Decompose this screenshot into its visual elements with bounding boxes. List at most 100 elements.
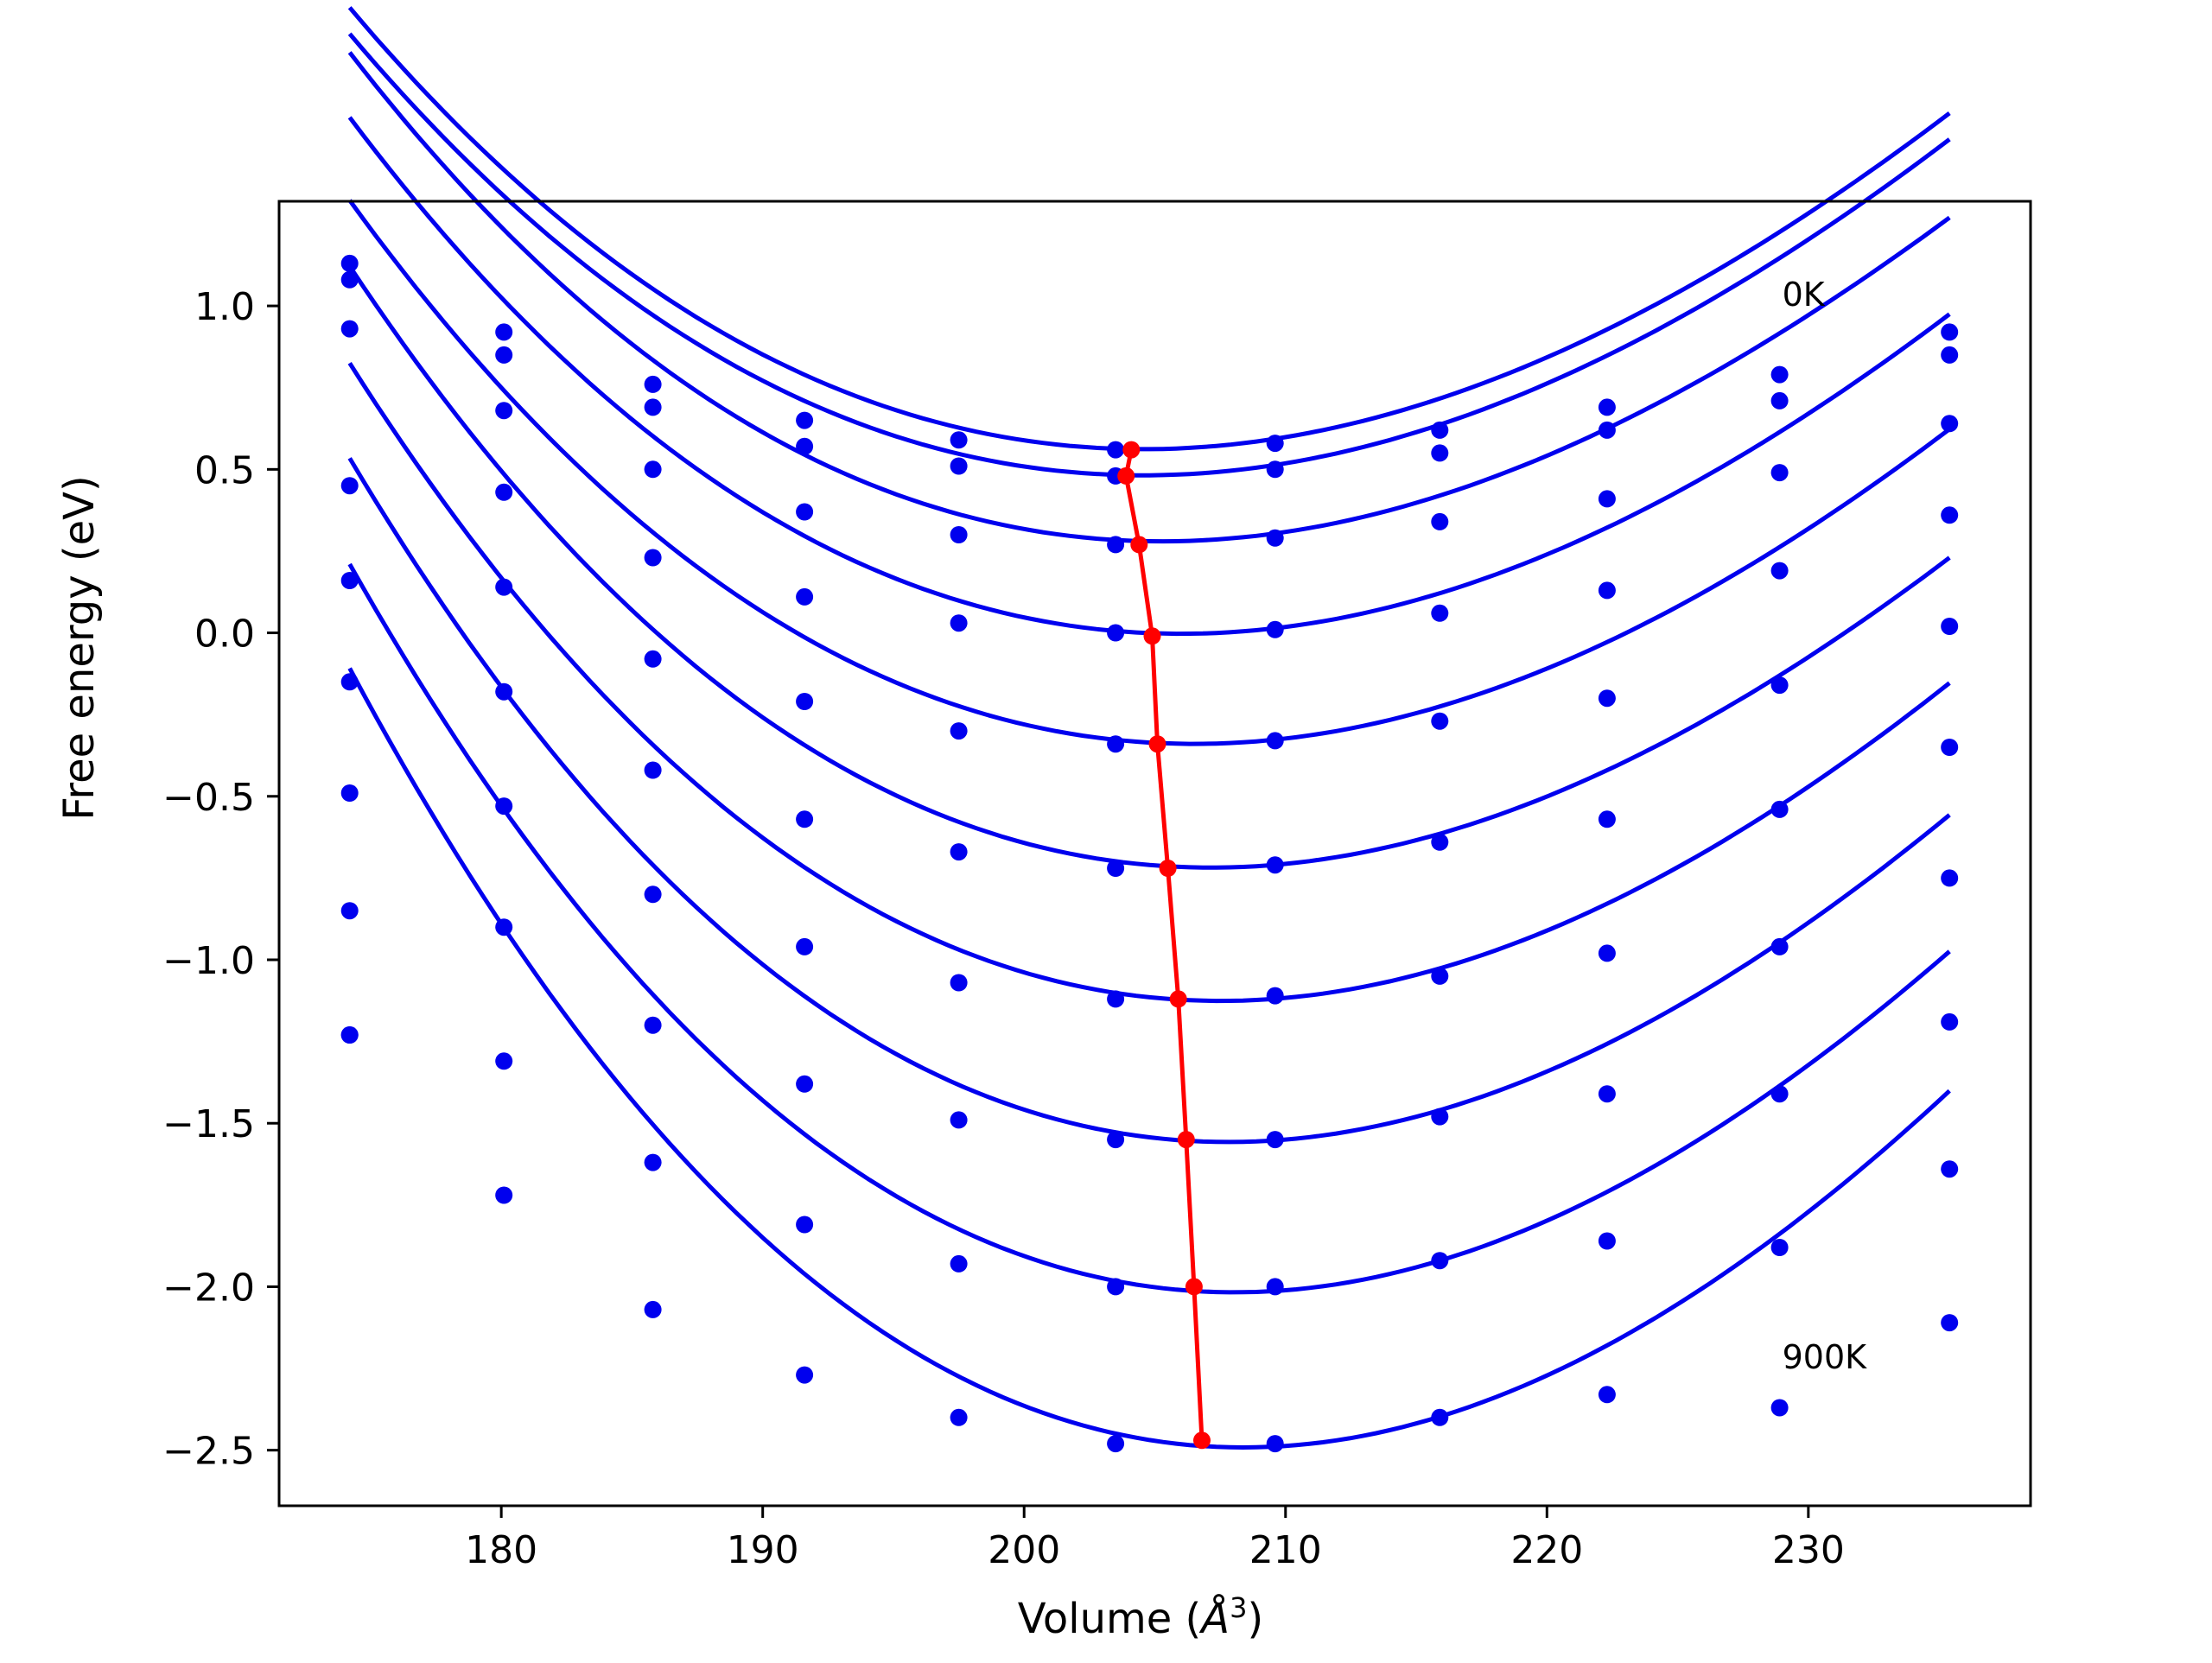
- fit-curve-1: [347, 32, 1951, 478]
- data-point-2-7: [1431, 512, 1449, 530]
- data-point-1-9: [1770, 391, 1789, 409]
- x-axis-title: Volume (Å3): [1018, 1591, 1263, 1643]
- data-point-9-10: [1941, 1314, 1959, 1332]
- fit-curve-5: [347, 264, 1951, 870]
- data-point-5-3: [796, 810, 814, 828]
- data-point-4-2: [644, 650, 662, 668]
- data-point-4-6: [1266, 732, 1284, 750]
- data-point-6-7: [1431, 967, 1449, 985]
- data-point-7-8: [1598, 1085, 1616, 1103]
- x-tick-label-2: 200: [988, 1528, 1060, 1572]
- data-point-3-10: [1941, 506, 1959, 524]
- x-tick-label-4: 220: [1510, 1528, 1583, 1572]
- data-point-4-1: [495, 578, 513, 596]
- fit-curve-2: [347, 51, 1951, 544]
- data-point-0-10: [1941, 323, 1959, 341]
- data-point-0-2: [644, 375, 662, 393]
- data-point-8-1: [495, 1052, 513, 1070]
- data-point-7-5: [1107, 1131, 1125, 1149]
- data-point-3-5: [1107, 624, 1125, 642]
- data-point-6-2: [644, 885, 662, 904]
- minimum-point-8: [1185, 1278, 1203, 1296]
- data-point-6-8: [1598, 944, 1616, 962]
- fit-curve-9: [347, 667, 1951, 1450]
- y-tick-label-3: −0.5: [162, 776, 255, 820]
- series-group: [340, 6, 1959, 1453]
- data-point-1-1: [495, 346, 513, 364]
- data-point-9-7: [1431, 1408, 1449, 1426]
- data-point-7-4: [950, 1111, 968, 1129]
- data-point-5-2: [644, 761, 662, 779]
- data-point-8-9: [1770, 1239, 1789, 1256]
- data-point-1-6: [1266, 460, 1284, 479]
- data-point-8-3: [796, 1216, 814, 1234]
- data-point-4-5: [1107, 735, 1125, 753]
- data-point-0-9: [1770, 365, 1789, 384]
- data-point-9-6: [1266, 1435, 1284, 1453]
- data-point-9-3: [796, 1366, 814, 1384]
- minimum-point-0: [1122, 441, 1141, 459]
- x-tick-label-3: 210: [1249, 1528, 1322, 1572]
- data-point-2-3: [796, 503, 814, 521]
- data-point-7-0: [340, 902, 359, 920]
- data-point-7-7: [1431, 1108, 1449, 1126]
- fit-curve-8: [347, 562, 1951, 1295]
- data-point-2-2: [644, 460, 662, 479]
- data-point-3-9: [1770, 562, 1789, 580]
- x-tick-label-1: 190: [727, 1528, 799, 1572]
- x-tick-label-5: 230: [1772, 1528, 1845, 1572]
- data-point-5-6: [1266, 856, 1284, 874]
- data-point-9-1: [495, 1186, 513, 1204]
- data-point-9-5: [1107, 1435, 1125, 1453]
- data-point-2-5: [1107, 536, 1125, 554]
- data-point-1-7: [1431, 444, 1449, 462]
- minimum-point-3: [1143, 627, 1161, 645]
- minimum-point-6: [1169, 990, 1187, 1008]
- data-point-3-2: [644, 549, 662, 567]
- data-point-9-2: [644, 1300, 662, 1318]
- data-point-9-9: [1770, 1399, 1789, 1417]
- data-point-2-4: [950, 526, 968, 543]
- x-axis-title-main: Volume (: [1018, 1595, 1202, 1643]
- minimum-point-2: [1130, 536, 1148, 554]
- data-point-0-0: [340, 254, 359, 272]
- plot-frame: [277, 200, 2032, 1507]
- data-point-6-3: [796, 937, 814, 955]
- x-tick-label-0: 180: [465, 1528, 537, 1572]
- y-tick-label-5: −1.5: [162, 1102, 255, 1146]
- data-point-6-0: [340, 784, 359, 802]
- data-point-1-4: [950, 457, 968, 475]
- minima-line: [1123, 449, 1205, 1441]
- data-point-2-9: [1770, 464, 1789, 482]
- data-point-3-3: [796, 587, 814, 606]
- data-point-3-6: [1266, 620, 1284, 638]
- data-point-2-10: [1941, 415, 1959, 433]
- y-tick-label-6: −2.0: [162, 1266, 255, 1310]
- data-point-9-0: [340, 1026, 359, 1044]
- data-point-4-4: [950, 722, 968, 740]
- data-point-0-5: [1107, 441, 1125, 459]
- data-point-0-8: [1598, 398, 1616, 416]
- annotation-group: 0K 900K: [1783, 276, 1868, 1376]
- y-tick-label-4: −1.0: [162, 939, 255, 983]
- data-point-6-5: [1107, 990, 1125, 1008]
- data-point-7-2: [644, 1016, 662, 1034]
- data-point-8-10: [1941, 1160, 1959, 1178]
- data-point-4-0: [340, 572, 359, 589]
- data-point-0-4: [950, 431, 968, 449]
- data-point-2-0: [340, 320, 359, 338]
- data-point-9-4: [950, 1408, 968, 1426]
- data-point-2-1: [495, 402, 513, 420]
- minimum-point-5: [1159, 860, 1177, 877]
- annotation-1: 900K: [1783, 1338, 1868, 1376]
- data-point-5-5: [1107, 860, 1125, 877]
- data-point-7-10: [1941, 1012, 1959, 1031]
- data-point-3-0: [340, 477, 359, 495]
- data-point-6-9: [1770, 937, 1789, 955]
- minimum-point-9: [1193, 1431, 1211, 1450]
- axes-group: 180 190 200 210 220 230 1.0 0.5 0.0 −0.5 −1.0 −1.5 −…: [162, 200, 2032, 1572]
- data-point-5-8: [1598, 810, 1616, 828]
- y-tick-label-1: 0.5: [194, 448, 255, 492]
- annotation-0: 0K: [1783, 276, 1826, 314]
